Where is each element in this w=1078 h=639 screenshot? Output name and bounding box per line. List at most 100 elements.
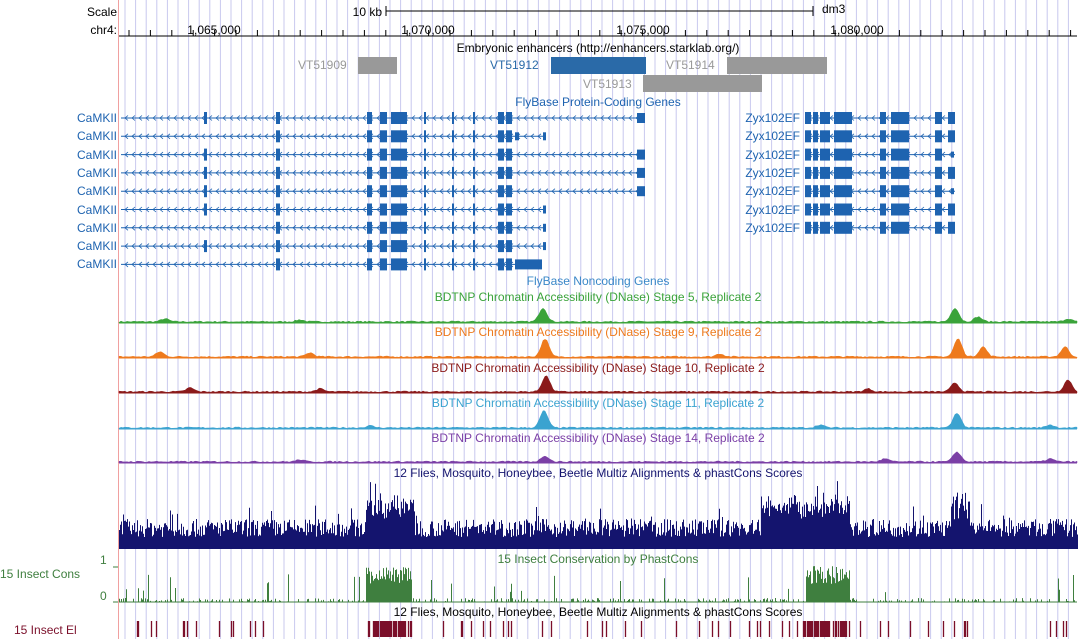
strand-arrow	[558, 151, 563, 158]
strand-arrow	[523, 151, 528, 158]
strand-arrow	[229, 261, 234, 268]
gene-label-camkii[interactable]: CaMKII	[76, 129, 117, 144]
strand-arrow	[243, 151, 248, 158]
gene-exon	[543, 242, 546, 251]
gene-exon	[391, 166, 407, 179]
gene-label-zyx102ef[interactable]: Zyx102EF	[745, 202, 800, 217]
strand-arrow	[313, 188, 318, 195]
gene-exon	[506, 148, 512, 161]
strand-arrow	[857, 206, 862, 213]
track-title-dnase-stage14[interactable]: BDTNP Chromatin Accessibility (DNase) St…	[431, 431, 765, 445]
enhancer-label[interactable]: VT51913	[583, 77, 632, 91]
strand-arrow	[173, 243, 178, 249]
gene-exon	[891, 166, 909, 179]
strand-arrow	[166, 188, 171, 195]
strand-arrow	[481, 170, 486, 176]
gene-label-camkii[interactable]: CaMKII	[76, 147, 117, 162]
strand-arrow	[572, 188, 577, 195]
gene-exon	[820, 185, 830, 198]
strand-arrow	[913, 151, 918, 158]
strand-arrow	[215, 133, 220, 140]
strand-arrow	[124, 261, 129, 268]
gene-label-camkii[interactable]: CaMKII	[76, 111, 117, 125]
track-title-elements[interactable]: 12 Flies, Mosquito, Honeybee, Beetle Mul…	[393, 605, 803, 619]
strand-arrow	[236, 243, 241, 249]
gene-label-zyx102ef[interactable]: Zyx102EF	[745, 184, 800, 199]
strand-arrow	[439, 224, 444, 231]
strand-arrow	[222, 133, 227, 140]
dnase-signal	[118, 410, 1078, 430]
strand-arrow	[320, 261, 325, 268]
strand-arrow	[376, 206, 381, 213]
strand-arrow	[481, 224, 486, 231]
gene-label-zyx102ef[interactable]: Zyx102EF	[745, 220, 800, 235]
gene-exon	[637, 149, 645, 160]
strand-arrow	[257, 115, 262, 121]
gene-label-camkii[interactable]: CaMKII	[76, 184, 117, 199]
strand-arrow	[208, 133, 213, 140]
strand-arrow	[439, 243, 444, 249]
strand-arrow	[446, 243, 451, 249]
gene-exon	[813, 203, 818, 216]
strand-arrow	[320, 133, 325, 140]
strand-arrow	[271, 188, 276, 195]
gene-label-camkii[interactable]: CaMKII	[76, 165, 117, 180]
strand-arrow	[355, 115, 360, 121]
strand-arrow	[593, 170, 598, 176]
strand-arrow	[215, 206, 220, 213]
elements-side-label[interactable]: 15 Insect El	[14, 623, 77, 637]
gene-exon	[948, 221, 955, 234]
strand-arrow	[920, 151, 925, 158]
strand-arrow	[222, 243, 227, 249]
gene-exon	[891, 203, 909, 216]
track-title-genes[interactable]: FlyBase Protein-Coding Genes	[515, 95, 681, 109]
track-title-enhancers[interactable]: Embryonic enhancers (http://enhancers.st…	[456, 41, 740, 55]
track-title-dnase-stage10[interactable]: BDTNP Chromatin Accessibility (DNase) St…	[431, 361, 765, 375]
strand-arrow	[614, 115, 619, 121]
strand-arrow	[159, 133, 164, 140]
gene-label-camkii[interactable]: CaMKII	[76, 220, 117, 235]
strand-arrow	[215, 243, 220, 249]
scale-label: Scale	[86, 5, 117, 19]
strand-arrow	[348, 243, 353, 249]
gene-exon	[891, 130, 909, 143]
gene-label-camkii[interactable]: CaMKII	[76, 257, 117, 272]
track-title-multiz[interactable]: 12 Flies, Mosquito, Honeybee, Beetle Mul…	[393, 466, 803, 480]
strand-arrow	[222, 261, 227, 268]
gene-exon	[424, 112, 426, 124]
gene-label-zyx102ef[interactable]: Zyx102EF	[745, 165, 800, 180]
strand-arrow	[927, 224, 932, 231]
phastcons-side-label[interactable]: 15 Insect Cons	[0, 567, 81, 581]
strand-arrow	[871, 206, 876, 213]
track-title-phastcons[interactable]: 15 Insect Conservation by PhastCons	[497, 552, 699, 566]
enhancer-label[interactable]: VT51914	[666, 58, 715, 72]
position-label: 1,065,000	[187, 23, 241, 37]
strand-arrow	[208, 170, 213, 176]
track-title-dnase-stage11[interactable]: BDTNP Chromatin Accessibility (DNase) St…	[431, 396, 765, 410]
gene-exon	[391, 148, 407, 161]
strand-arrow	[152, 115, 157, 121]
strand-arrow	[348, 133, 353, 140]
strand-arrow	[320, 243, 325, 249]
gene-exon	[951, 151, 954, 158]
gene-label-camkii[interactable]: CaMKII	[76, 202, 117, 217]
strand-arrow	[341, 188, 346, 195]
strand-arrow	[236, 261, 241, 268]
track-title-dnase-stage9[interactable]: BDTNP Chromatin Accessibility (DNase) St…	[434, 325, 762, 339]
gene-exon	[380, 240, 387, 253]
strand-arrow	[432, 243, 437, 249]
track-title-noncoding[interactable]: FlyBase Noncoding Genes	[526, 274, 670, 288]
track-title-dnase-stage5[interactable]: BDTNP Chromatin Accessibility (DNase) St…	[434, 290, 762, 304]
enhancer-label[interactable]: VT51912	[490, 58, 539, 72]
gene-exon	[880, 221, 886, 234]
gene-label-zyx102ef[interactable]: Zyx102EF	[745, 129, 800, 144]
gene-label-zyx102ef[interactable]: Zyx102EF	[745, 111, 800, 125]
enhancer-label[interactable]: VT51909	[298, 58, 347, 72]
gene-label-zyx102ef[interactable]: Zyx102EF	[745, 147, 800, 162]
gene-label-camkii[interactable]: CaMKII	[76, 239, 117, 254]
gene-exon	[380, 185, 387, 198]
strand-arrow	[152, 224, 157, 231]
strand-arrow	[292, 151, 297, 158]
strand-arrow	[355, 151, 360, 158]
